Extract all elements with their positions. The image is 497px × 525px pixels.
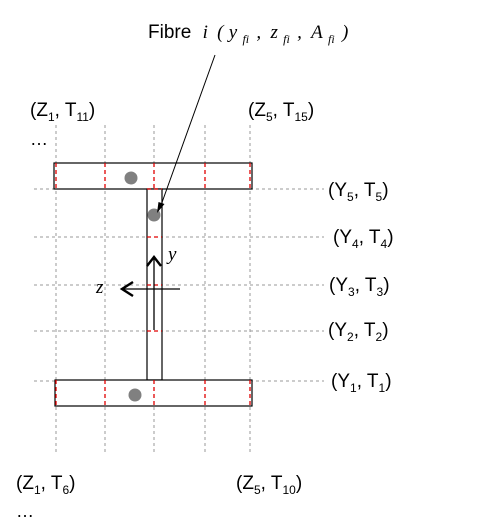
y-axis-arrowhead — [146, 255, 162, 267]
fibre-title-sep1: , — [256, 22, 261, 43]
i-section — [53, 162, 253, 407]
fibre-title-close: ) — [341, 22, 348, 43]
fibre-title-word: Fibre — [148, 22, 191, 43]
fibre-title-y: y — [227, 22, 238, 43]
label-top-right: (Z5, T15) — [248, 100, 314, 124]
row-label-y3: (Y3, T3) — [329, 275, 390, 299]
label-bottom-right: (Z5, T10) — [236, 473, 302, 497]
fibre-title-sep2: , — [297, 22, 302, 43]
fibre-title-a-sub: fi — [328, 32, 335, 46]
label-top-left: (Z1, T11) — [30, 100, 95, 124]
fibre-title-z-sub: fi — [283, 32, 290, 46]
fibre-marker-bottom — [128, 388, 142, 402]
z-axis-arrowhead — [119, 280, 134, 298]
ellipsis-top: … — [30, 129, 48, 149]
top-flange — [53, 162, 253, 190]
horizontal-guides — [34, 188, 324, 382]
fibre-pointer-arrowhead — [157, 202, 165, 213]
fibre-title-z: z — [269, 22, 278, 43]
fibre-title: Fibre i ( y fi , z fi , A fi ) — [148, 22, 348, 48]
row-label-y1: (Y1, T1) — [331, 371, 392, 395]
row-label-y4: (Y4, T4) — [333, 227, 394, 251]
row-label-y2: (Y2, T2) — [328, 320, 389, 344]
fibre-title-a: A — [309, 22, 323, 43]
ellipsis-bottom: … — [16, 501, 34, 521]
fibre-dividers — [55, 163, 251, 406]
row-label-y5: (Y5, T5) — [328, 180, 389, 204]
label-bottom-left: (Z1, T6) — [16, 473, 75, 497]
fibre-pointer-line — [159, 54, 216, 209]
fibre-marker-top — [124, 171, 138, 185]
y-axis-label: y — [166, 244, 177, 265]
z-axis-label: z — [95, 277, 104, 298]
fibre-title-open: ( — [217, 22, 225, 43]
local-axes — [119, 255, 180, 330]
fibre-title-y-sub: fi — [242, 32, 249, 46]
fibre-title-index: i — [203, 22, 208, 43]
